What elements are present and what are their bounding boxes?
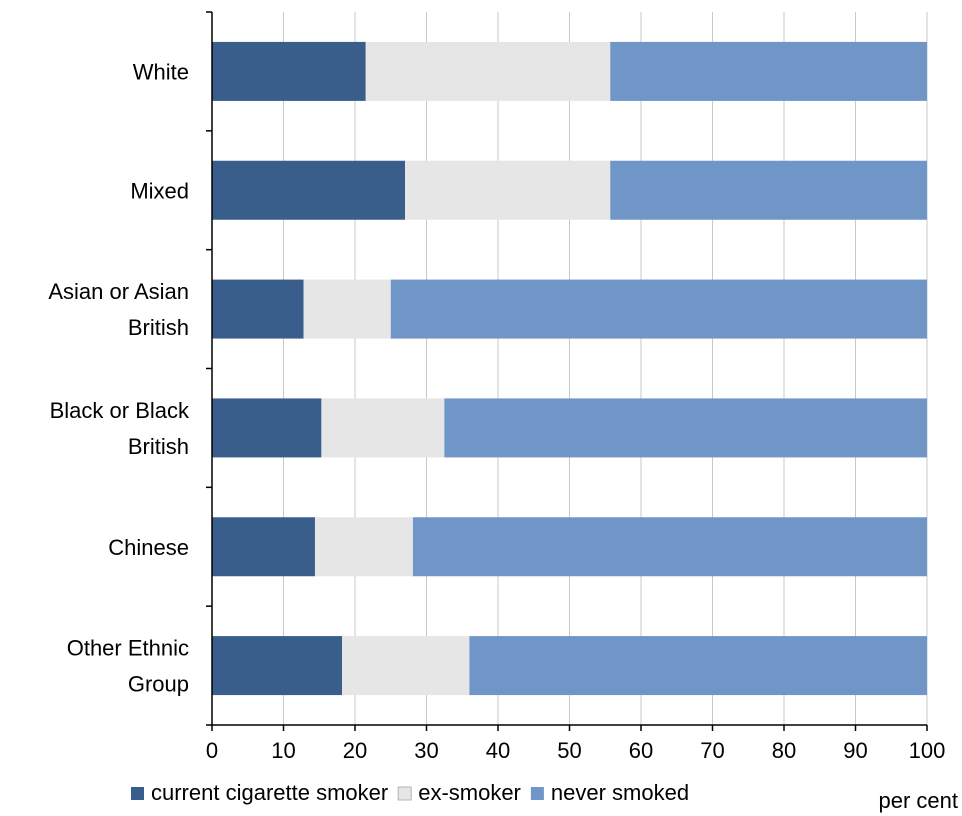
category-label-4: Chinese — [108, 535, 189, 560]
x-tick-label-100: 100 — [909, 738, 946, 763]
bar-segment-current-cigarette-smoker-0 — [212, 41, 366, 101]
legend-swatch-1 — [397, 786, 412, 801]
bar-segment-current-cigarette-smoker-5 — [212, 636, 343, 696]
grid-layer — [283, 12, 928, 725]
x-tick-label-40: 40 — [486, 738, 510, 763]
category-label-0: White — [133, 59, 189, 84]
bar-segment-current-cigarette-smoker-1 — [212, 160, 406, 220]
x-tick-label-90: 90 — [843, 738, 867, 763]
bar-segment-ex-smoker-3 — [321, 398, 445, 458]
x-tick-label-50: 50 — [557, 738, 581, 763]
bar-segment-ex-smoker-2 — [303, 279, 391, 339]
legend-label-1: ex-smoker — [418, 780, 521, 805]
bar-segment-never-smoked-5 — [469, 636, 927, 696]
bar-segment-never-smoked-1 — [610, 160, 927, 220]
x-tick-label-70: 70 — [700, 738, 724, 763]
legend-label-0: current cigarette smoker — [151, 780, 388, 805]
x-tick-label-10: 10 — [271, 738, 295, 763]
legend: current cigarette smoker ex-smoker never s… — [131, 780, 689, 805]
category-label-5: Other Ethnic Group — [67, 636, 189, 697]
x-tick-label-60: 60 — [629, 738, 653, 763]
legend-swatch-0 — [131, 787, 144, 800]
bar-segment-never-smoked-4 — [412, 517, 927, 577]
bar-segment-current-cigarette-smoker-3 — [212, 398, 322, 458]
bar-segment-never-smoked-2 — [390, 279, 927, 339]
category-label-2: Asian or Asian British — [48, 279, 189, 340]
category-label-3: Black or Black British — [50, 398, 190, 459]
legend-swatch-2 — [530, 787, 544, 800]
x-tick-label-80: 80 — [772, 738, 796, 763]
bar-segment-never-smoked-3 — [444, 398, 927, 458]
label-layer: 0 10 20 30 40 50 60 70 80 90 100 White Mixed Asian or… — [48, 59, 945, 763]
bar-segment-never-smoked-0 — [610, 41, 927, 101]
bar-segment-current-cigarette-smoker-4 — [212, 517, 315, 577]
bar-segment-ex-smoker-1 — [405, 160, 611, 220]
x-tick-label-30: 30 — [414, 738, 438, 763]
x-unit-label: per cent — [879, 788, 959, 813]
x-tick-label-20: 20 — [343, 738, 367, 763]
bar-segment-current-cigarette-smoker-2 — [212, 279, 304, 339]
legend-label-2: never smoked — [551, 780, 689, 805]
category-label-1: Mixed — [130, 178, 189, 203]
bar-segment-ex-smoker-5 — [342, 636, 470, 696]
bar-segment-ex-smoker-0 — [365, 41, 611, 101]
bar-layer — [212, 41, 927, 696]
bar-segment-ex-smoker-4 — [314, 517, 413, 577]
axis-layer — [206, 11, 928, 731]
x-tick-label-0: 0 — [206, 738, 218, 763]
